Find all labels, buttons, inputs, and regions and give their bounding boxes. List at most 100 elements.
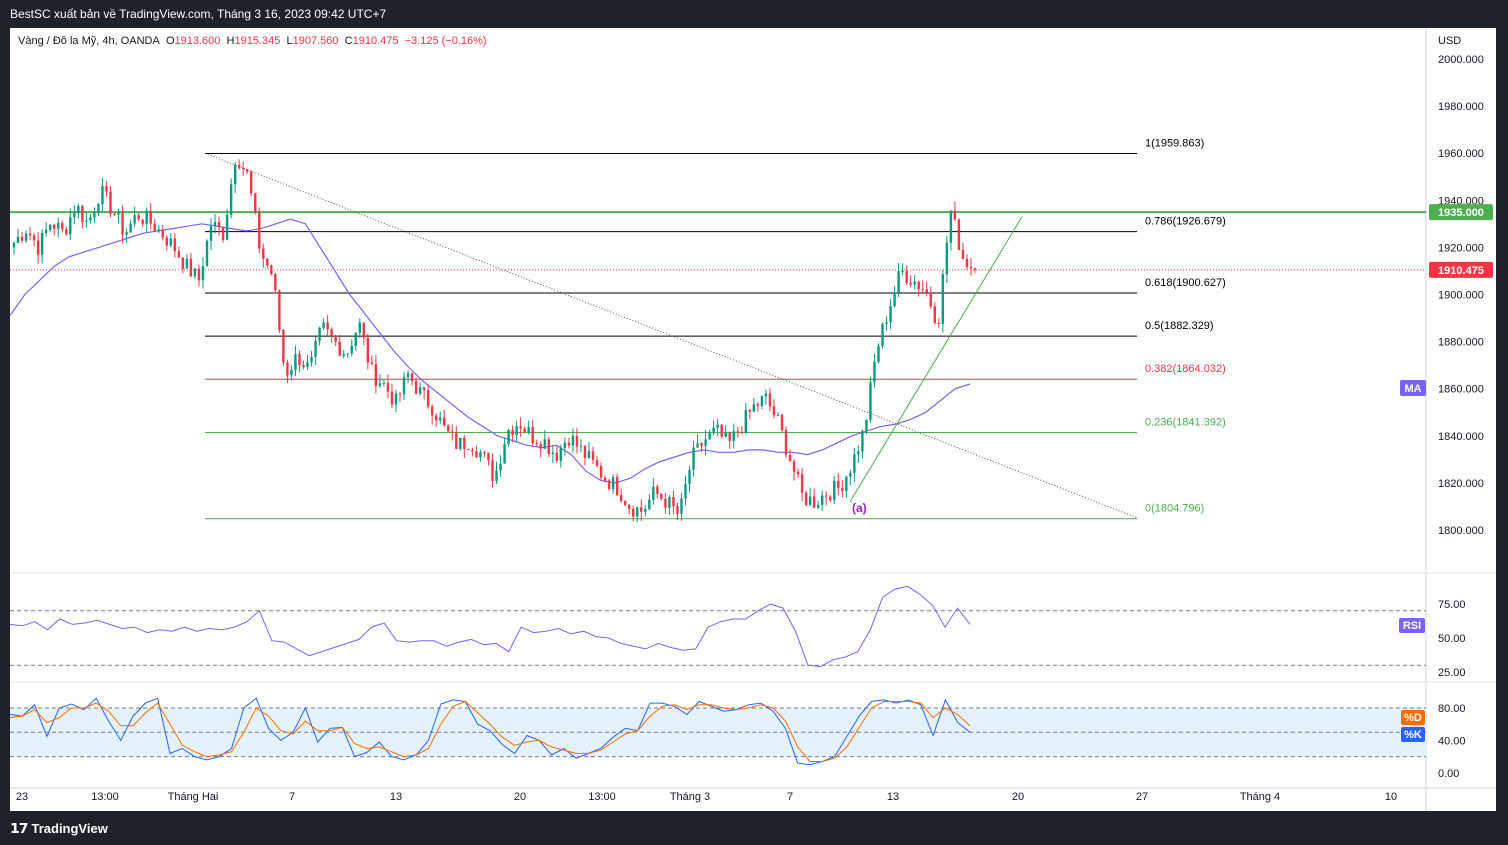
candle-body	[640, 507, 643, 512]
candle-body	[740, 432, 743, 434]
candle-body	[406, 373, 410, 378]
rsi-badge-bg	[1399, 618, 1425, 633]
fib-level-label: 0.236(1841.392)	[1145, 417, 1226, 429]
candle-body	[949, 210, 953, 243]
ohlc-legend: Vàng / Đô la Mỹ, 4h, OANDA O1913.600 H19…	[18, 35, 487, 47]
candle-body	[463, 437, 466, 449]
candle-body	[169, 238, 173, 246]
candle-body	[829, 496, 832, 501]
candle-body	[342, 353, 345, 356]
candle-body	[28, 233, 32, 236]
candle-body	[426, 390, 430, 407]
rsi-tick-label: 75.00	[1438, 599, 1466, 611]
candle-body	[36, 240, 40, 255]
x-tick-label: 13:00	[588, 791, 616, 803]
candle-body	[237, 164, 241, 169]
candle-body	[467, 448, 470, 450]
y-tick-label: 1840.000	[1438, 431, 1484, 443]
candle-body	[893, 292, 896, 307]
candle-body	[241, 168, 245, 170]
candle-body	[760, 396, 764, 407]
candle-body	[680, 498, 683, 514]
footer-bar: 𝟭𝟳 TradingView	[0, 811, 1508, 845]
candle-body	[551, 452, 555, 455]
candle-body	[109, 191, 112, 214]
candle-body	[282, 329, 285, 363]
rsi-badge: RSI	[1403, 620, 1421, 632]
candle-body	[672, 497, 675, 507]
candle-body	[615, 476, 619, 496]
candle-body	[246, 169, 249, 172]
candle-body	[644, 508, 647, 512]
close-value: 1910.475	[352, 35, 399, 47]
candle-body	[101, 185, 104, 205]
candle-body	[306, 362, 309, 368]
ma-line	[9, 218, 971, 484]
ma-badge: MA	[1404, 383, 1421, 395]
x-tick-label: 13:00	[91, 791, 119, 803]
fib-level-label: 0.786(1926.679)	[1145, 216, 1226, 228]
candle-body	[390, 391, 394, 405]
candle-body	[40, 232, 44, 255]
candle-body	[483, 451, 486, 453]
candle-body	[724, 432, 727, 437]
candle-body	[137, 215, 140, 220]
y-tick-label: 1960.000	[1438, 148, 1484, 160]
candle-body	[173, 238, 177, 252]
candle-body	[459, 437, 462, 449]
candle-body	[812, 496, 816, 508]
candle-body	[149, 210, 152, 224]
candle-body	[933, 306, 936, 323]
candle-body	[800, 474, 804, 493]
publish-line: BestSC xuất bản về TradingView.com, Thán…	[10, 7, 387, 21]
candle-body	[382, 382, 386, 384]
candle-body	[20, 236, 24, 241]
candle-body	[455, 432, 458, 449]
candle-body	[330, 329, 333, 336]
candle-body	[700, 443, 703, 446]
candle-body	[77, 205, 80, 213]
chart-svg[interactable]: 1(1959.863) 0.786(1926.679) 0.618(1900.627…	[9, 28, 1496, 811]
candle-body	[93, 212, 96, 218]
candle-body	[205, 240, 209, 267]
stoch-line-k	[9, 697, 971, 766]
candle-body	[121, 212, 124, 235]
candle-body	[81, 205, 84, 222]
candle-body	[796, 471, 800, 475]
candle-body	[53, 224, 56, 229]
footer-brand: TradingView	[31, 821, 108, 836]
candle-body	[298, 354, 301, 366]
candle-body	[648, 499, 651, 509]
symbol-label: Vàng / Đô la Mỹ, 4h, OANDA	[18, 35, 160, 47]
candle-body	[286, 362, 289, 376]
candle-body	[969, 266, 973, 269]
high-value: 1915.345	[234, 35, 281, 47]
low-value: 1907.560	[292, 35, 339, 47]
candle-body	[370, 362, 374, 365]
candle-body	[628, 504, 631, 509]
candle-body	[704, 439, 707, 446]
candle-body	[583, 445, 587, 458]
tradingview-logo[interactable]: 𝟭𝟳 TradingView	[10, 820, 108, 837]
candle-body	[322, 322, 325, 328]
candle-body	[133, 215, 136, 224]
last-price-badge-bg	[1429, 261, 1493, 278]
candle-body	[346, 353, 349, 355]
candle-body	[414, 380, 418, 394]
candle-body	[961, 249, 965, 259]
candle-body	[334, 335, 337, 342]
candle-body	[422, 387, 426, 391]
candle-body	[873, 361, 876, 383]
candle-body	[953, 210, 957, 220]
candle-body	[849, 472, 852, 477]
candle-body	[491, 460, 494, 482]
candle-body	[443, 417, 446, 426]
candle-body	[386, 382, 390, 392]
resistance-price-badge-bg	[1429, 204, 1493, 221]
open-value: 1913.600	[174, 35, 221, 47]
candle-body	[784, 430, 788, 456]
candle-body	[720, 424, 723, 437]
candle-body	[555, 452, 559, 461]
candle-body	[434, 415, 438, 421]
candle-body	[225, 214, 229, 240]
